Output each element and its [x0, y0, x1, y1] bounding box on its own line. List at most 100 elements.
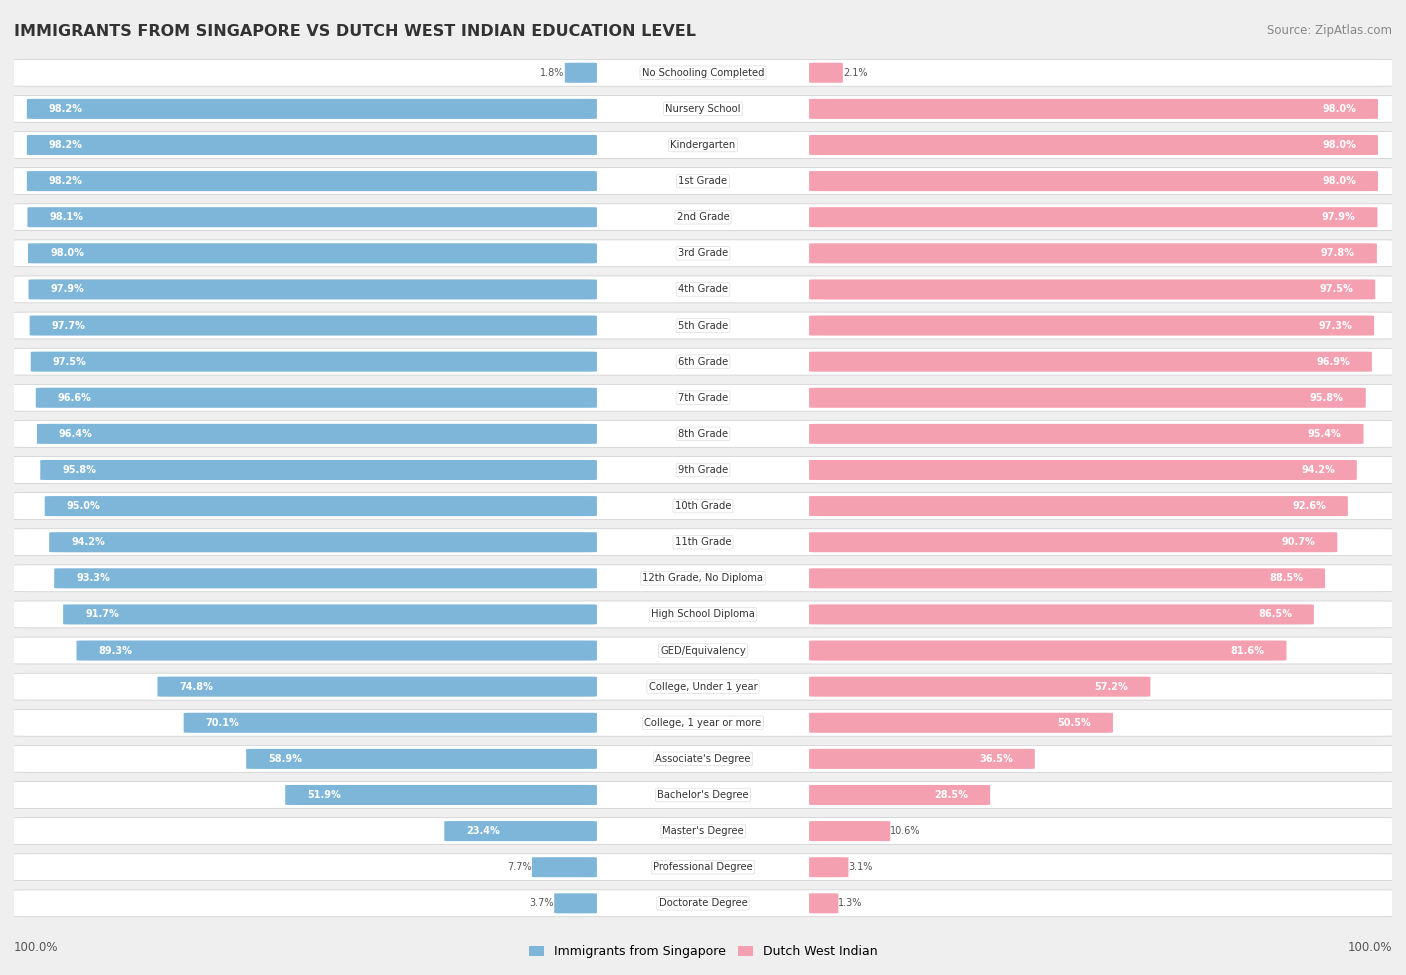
Text: 100.0%: 100.0%	[14, 941, 59, 955]
Legend: Immigrants from Singapore, Dutch West Indian: Immigrants from Singapore, Dutch West In…	[523, 940, 883, 963]
Text: 1.8%: 1.8%	[540, 68, 565, 78]
FancyBboxPatch shape	[285, 785, 598, 805]
Text: Bachelor's Degree: Bachelor's Degree	[657, 790, 749, 799]
Text: 7.7%: 7.7%	[508, 862, 531, 873]
Text: 11th Grade: 11th Grade	[675, 537, 731, 547]
FancyBboxPatch shape	[37, 424, 598, 444]
Text: 97.9%: 97.9%	[51, 285, 84, 294]
FancyBboxPatch shape	[27, 135, 598, 155]
Text: 4th Grade: 4th Grade	[678, 285, 728, 294]
FancyBboxPatch shape	[63, 604, 598, 624]
FancyBboxPatch shape	[11, 637, 1395, 664]
Text: 96.6%: 96.6%	[58, 393, 91, 403]
Text: Professional Degree: Professional Degree	[654, 862, 752, 873]
Text: 98.1%: 98.1%	[49, 213, 83, 222]
FancyBboxPatch shape	[808, 388, 1365, 408]
FancyBboxPatch shape	[808, 713, 1114, 733]
Text: 1.3%: 1.3%	[838, 898, 863, 909]
Text: 97.8%: 97.8%	[1322, 249, 1355, 258]
FancyBboxPatch shape	[11, 565, 1395, 592]
Text: Nursery School: Nursery School	[665, 104, 741, 114]
FancyBboxPatch shape	[11, 240, 1395, 267]
FancyBboxPatch shape	[531, 857, 598, 878]
Text: Kindergarten: Kindergarten	[671, 140, 735, 150]
FancyBboxPatch shape	[11, 710, 1395, 736]
Text: 6th Grade: 6th Grade	[678, 357, 728, 367]
Text: 3.7%: 3.7%	[530, 898, 554, 909]
Text: 86.5%: 86.5%	[1258, 609, 1292, 619]
Text: 36.5%: 36.5%	[979, 754, 1012, 763]
FancyBboxPatch shape	[808, 604, 1313, 624]
Text: 12th Grade, No Diploma: 12th Grade, No Diploma	[643, 573, 763, 583]
Text: 95.4%: 95.4%	[1308, 429, 1341, 439]
FancyBboxPatch shape	[76, 641, 598, 661]
Text: 95.0%: 95.0%	[66, 501, 100, 511]
FancyBboxPatch shape	[45, 496, 598, 516]
Text: 94.2%: 94.2%	[72, 537, 105, 547]
FancyBboxPatch shape	[808, 316, 1374, 335]
Text: 98.2%: 98.2%	[49, 140, 83, 150]
FancyBboxPatch shape	[11, 782, 1395, 808]
Text: College, Under 1 year: College, Under 1 year	[648, 682, 758, 691]
Text: Master's Degree: Master's Degree	[662, 826, 744, 837]
FancyBboxPatch shape	[31, 352, 598, 371]
FancyBboxPatch shape	[808, 352, 1372, 371]
FancyBboxPatch shape	[11, 96, 1395, 122]
FancyBboxPatch shape	[55, 568, 598, 588]
Text: 97.5%: 97.5%	[1319, 285, 1353, 294]
FancyBboxPatch shape	[808, 62, 842, 83]
Text: 81.6%: 81.6%	[1230, 645, 1264, 655]
Text: 98.0%: 98.0%	[1322, 140, 1355, 150]
FancyBboxPatch shape	[808, 280, 1375, 299]
Text: 51.9%: 51.9%	[308, 790, 342, 799]
FancyBboxPatch shape	[808, 424, 1364, 444]
Text: 98.0%: 98.0%	[1322, 176, 1355, 186]
Text: Associate's Degree: Associate's Degree	[655, 754, 751, 763]
FancyBboxPatch shape	[11, 204, 1395, 231]
Text: 23.4%: 23.4%	[467, 826, 501, 837]
Text: 8th Grade: 8th Grade	[678, 429, 728, 439]
Text: 5th Grade: 5th Grade	[678, 321, 728, 331]
Text: IMMIGRANTS FROM SINGAPORE VS DUTCH WEST INDIAN EDUCATION LEVEL: IMMIGRANTS FROM SINGAPORE VS DUTCH WEST …	[14, 24, 696, 39]
FancyBboxPatch shape	[808, 532, 1337, 552]
FancyBboxPatch shape	[808, 244, 1376, 263]
FancyBboxPatch shape	[11, 890, 1395, 916]
Text: 95.8%: 95.8%	[1310, 393, 1344, 403]
FancyBboxPatch shape	[184, 713, 598, 733]
FancyBboxPatch shape	[11, 348, 1395, 375]
Text: 88.5%: 88.5%	[1270, 573, 1303, 583]
Text: 3rd Grade: 3rd Grade	[678, 249, 728, 258]
FancyBboxPatch shape	[11, 168, 1395, 195]
Text: 98.2%: 98.2%	[49, 176, 83, 186]
FancyBboxPatch shape	[28, 207, 598, 227]
FancyBboxPatch shape	[11, 746, 1395, 772]
FancyBboxPatch shape	[41, 460, 598, 480]
FancyBboxPatch shape	[11, 601, 1395, 628]
FancyBboxPatch shape	[808, 749, 1035, 769]
Text: 98.2%: 98.2%	[49, 104, 83, 114]
FancyBboxPatch shape	[808, 568, 1324, 588]
Text: 93.3%: 93.3%	[76, 573, 110, 583]
Text: 1st Grade: 1st Grade	[679, 176, 727, 186]
FancyBboxPatch shape	[565, 62, 598, 83]
FancyBboxPatch shape	[11, 456, 1395, 484]
FancyBboxPatch shape	[28, 280, 598, 299]
FancyBboxPatch shape	[11, 854, 1395, 880]
FancyBboxPatch shape	[157, 677, 598, 697]
FancyBboxPatch shape	[808, 171, 1378, 191]
Text: 2.1%: 2.1%	[842, 68, 868, 78]
FancyBboxPatch shape	[246, 749, 598, 769]
Text: 70.1%: 70.1%	[205, 718, 239, 727]
FancyBboxPatch shape	[808, 893, 838, 914]
FancyBboxPatch shape	[11, 673, 1395, 700]
Text: 97.5%: 97.5%	[53, 357, 87, 367]
Text: 10.6%: 10.6%	[890, 826, 921, 837]
FancyBboxPatch shape	[808, 207, 1378, 227]
Text: 3.1%: 3.1%	[848, 862, 873, 873]
Text: 98.0%: 98.0%	[51, 249, 84, 258]
Text: 2nd Grade: 2nd Grade	[676, 213, 730, 222]
FancyBboxPatch shape	[27, 171, 598, 191]
Text: 100.0%: 100.0%	[1347, 941, 1392, 955]
FancyBboxPatch shape	[808, 496, 1348, 516]
Text: High School Diploma: High School Diploma	[651, 609, 755, 619]
